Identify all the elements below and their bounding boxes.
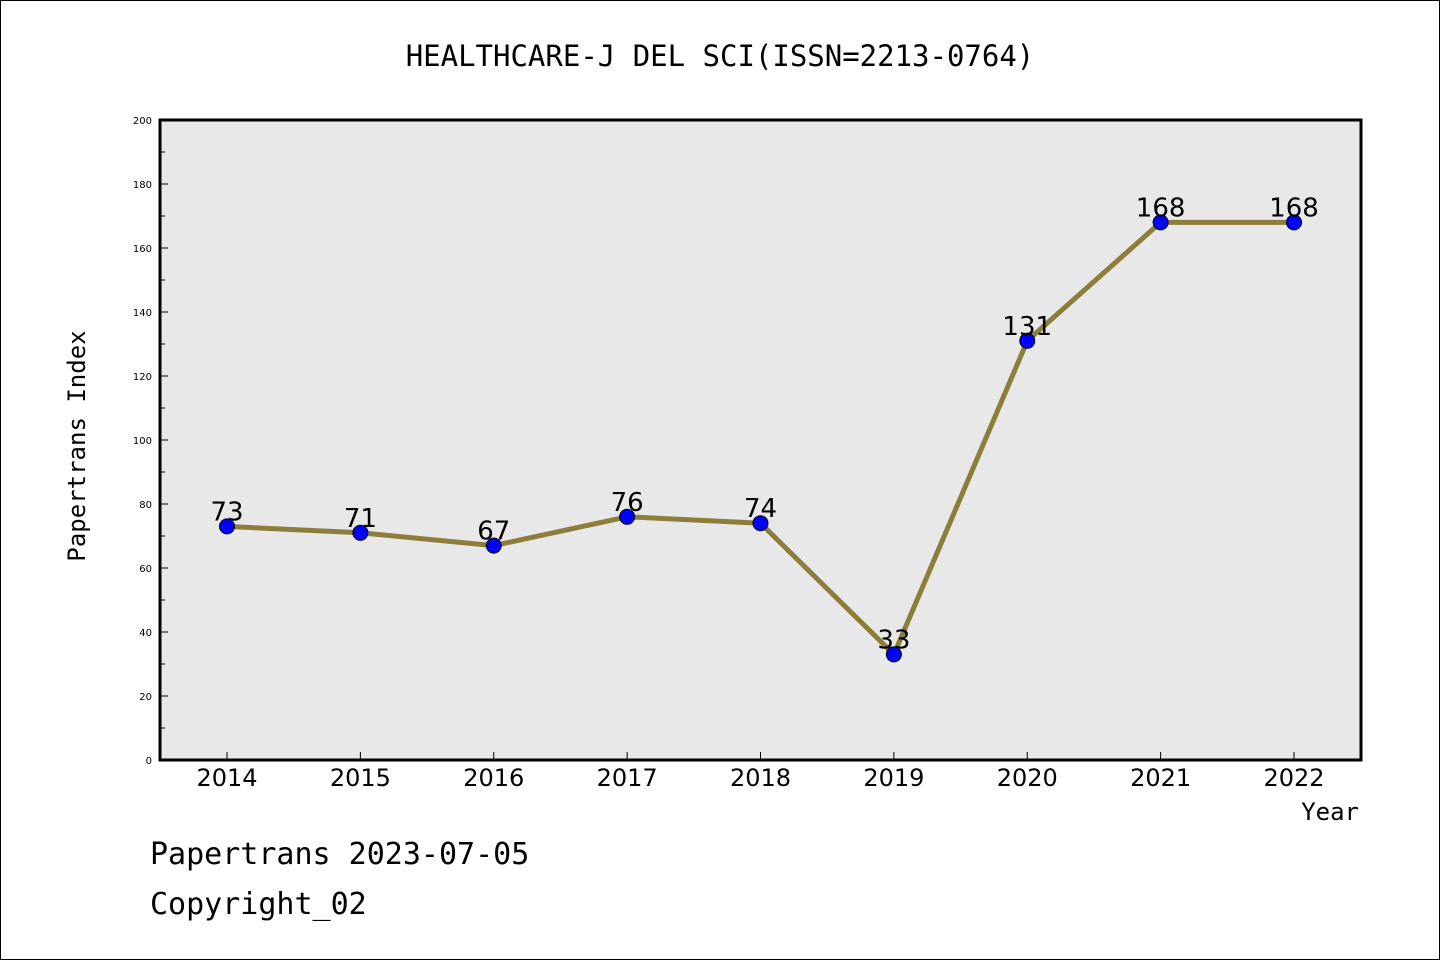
data-point — [352, 524, 369, 541]
data-label: 74 — [744, 494, 777, 524]
data-label: 71 — [344, 504, 377, 534]
data-label: 73 — [210, 497, 243, 527]
x-tick-label: 2022 — [1263, 764, 1324, 792]
data-point — [1019, 332, 1036, 349]
data-point — [1286, 214, 1302, 231]
x-tick-label: 2017 — [597, 764, 658, 792]
x-axis: 2014 2015 2016 2017 2018 2019 2020 2021 2022 — [196, 752, 1325, 792]
data-point — [752, 515, 769, 532]
y-tick-label: 0 — [146, 756, 152, 767]
data-labels: 73 71 67 76 74 33 131 168 168 — [210, 193, 1318, 655]
y-tick-label: 100 — [133, 436, 152, 447]
y-tick-label: 40 — [139, 628, 152, 639]
y-axis-label: Papertrans Index — [63, 330, 91, 561]
data-label: 168 — [1136, 193, 1186, 223]
y-tick-label: 160 — [133, 244, 152, 255]
data-label: 131 — [1002, 312, 1052, 342]
x-axis-label: Year — [1301, 798, 1359, 826]
data-point — [619, 508, 636, 525]
y-tick-label: 120 — [133, 372, 152, 383]
data-label: 33 — [877, 625, 910, 655]
y-tick-label: 180 — [133, 180, 152, 191]
footer-copyright: Copyright_02 — [150, 887, 367, 922]
data-point — [219, 518, 235, 535]
y-tick-label: 80 — [139, 500, 152, 511]
data-label: 76 — [611, 488, 644, 518]
y-tick-label: 200 — [133, 116, 152, 127]
data-label: 168 — [1269, 193, 1319, 223]
y-tick-label: 60 — [139, 564, 152, 575]
footer-date: Papertrans 2023-07-05 — [150, 837, 529, 872]
x-tick-label: 2020 — [997, 764, 1058, 792]
x-tick-label: 2018 — [730, 764, 791, 792]
data-point — [1152, 214, 1169, 231]
data-label: 67 — [477, 517, 510, 547]
x-tick-label: 2021 — [1130, 764, 1191, 792]
y-axis: 0 20 40 60 80 100 120 140 160 180 200 — [133, 116, 168, 767]
x-tick-label: 2015 — [330, 764, 391, 792]
data-point — [485, 537, 502, 554]
y-tick-label: 140 — [133, 308, 152, 319]
x-tick-label: 2016 — [463, 764, 524, 792]
data-points — [219, 214, 1302, 663]
x-tick-label: 2014 — [196, 764, 257, 792]
x-tick-label: 2019 — [863, 764, 924, 792]
data-point — [885, 646, 902, 663]
y-tick-label: 20 — [139, 692, 152, 703]
chart-title: HEALTHCARE-J DEL SCI(ISSN=2213-0764) — [406, 39, 1035, 73]
